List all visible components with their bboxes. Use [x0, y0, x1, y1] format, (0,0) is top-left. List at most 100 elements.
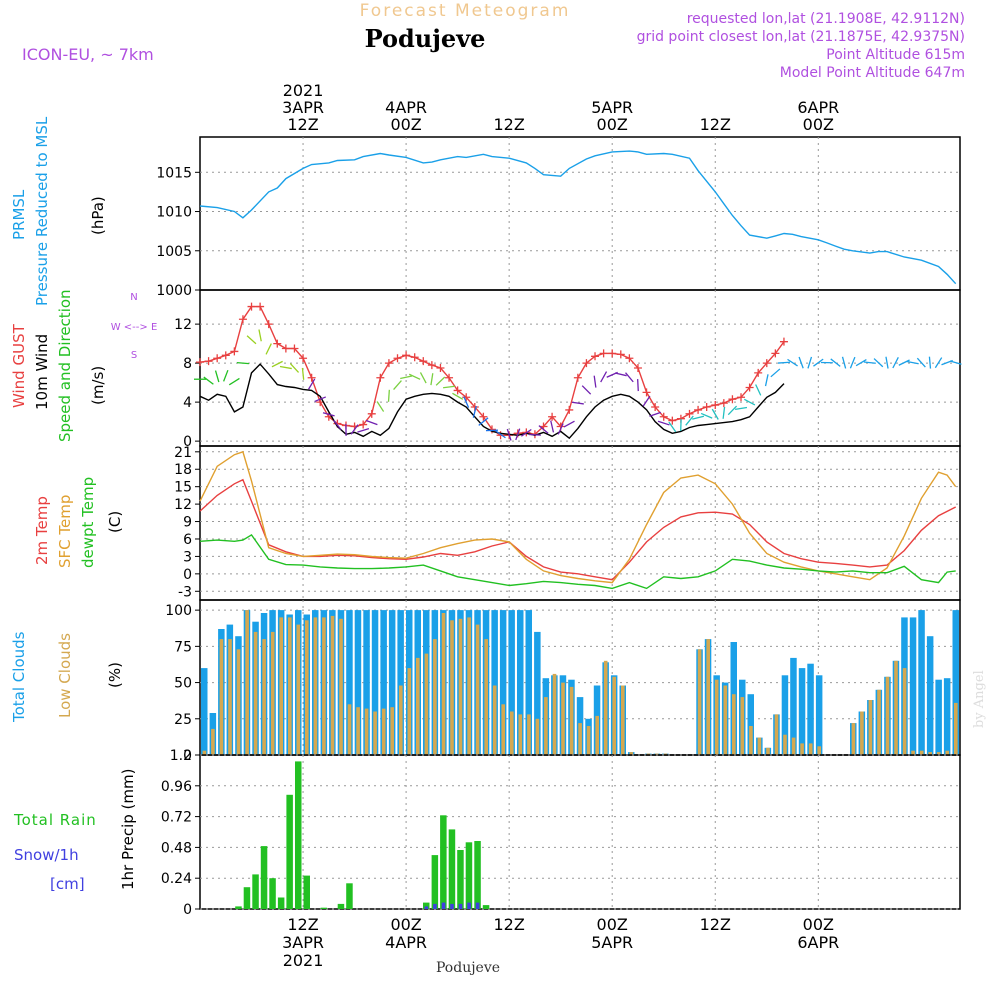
y-tick-label: 21 — [174, 445, 192, 461]
wind-direction-arrow — [581, 385, 592, 395]
rain-bar — [457, 850, 464, 909]
total-bar — [499, 610, 507, 755]
top-axis-label: 3APR — [282, 98, 324, 117]
bottom-axis-label: 6APR — [797, 933, 839, 952]
y-tick-label: 12 — [174, 317, 192, 333]
low-bar — [407, 668, 412, 755]
rain-bar — [303, 875, 310, 909]
pressure-unit-label: (hPa) — [89, 196, 107, 235]
gust-marker — [779, 337, 788, 346]
low-bar — [595, 715, 599, 755]
low-bar — [347, 704, 352, 755]
top-axis-label: 00Z — [390, 115, 421, 134]
wind-direction-arrow — [949, 360, 962, 365]
low-bar — [373, 711, 377, 755]
compass-south: S — [131, 350, 137, 361]
low-bar — [740, 697, 745, 755]
wind-direction-arrow — [571, 401, 584, 405]
gust-marker — [565, 405, 574, 414]
wind-direction-arrow — [863, 361, 876, 364]
low-bar — [450, 620, 454, 755]
total-bar — [534, 631, 541, 755]
rain-bar — [243, 887, 251, 909]
rain-bar — [286, 794, 293, 909]
gust-marker — [548, 412, 557, 421]
low-bar — [945, 750, 950, 755]
meteogram-title: Forecast Meteogram — [360, 1, 571, 21]
grid-point: grid point closest lon,lat (21.1875E, 42… — [637, 29, 965, 45]
low-bar — [518, 714, 523, 755]
snow-bar — [458, 903, 463, 909]
gust-marker — [659, 412, 668, 421]
wind-direction-arrow — [472, 405, 477, 418]
low-bar — [441, 613, 446, 755]
wind-direction-arrow — [550, 420, 555, 433]
low-bar — [774, 714, 779, 755]
gust-marker — [616, 350, 625, 359]
low-bar — [919, 750, 924, 755]
low-bar — [732, 694, 736, 755]
wind-direction-arrow — [528, 433, 541, 436]
rain-bar — [260, 846, 268, 909]
wind-labels: Wind GUST 10m Wind Speed and Direction (… — [10, 289, 157, 442]
low-bar — [877, 689, 881, 755]
wind-direction-arrow — [365, 419, 378, 426]
y-tick-label: -3 — [178, 584, 192, 600]
gust-marker — [754, 368, 763, 377]
top-axis-label: 00Z — [597, 115, 628, 134]
low-bar — [527, 714, 531, 755]
wind-direction-arrow — [668, 421, 677, 433]
total-bar — [346, 610, 353, 755]
gust-marker — [196, 358, 204, 367]
gust-marker — [711, 401, 720, 410]
low-bar — [552, 673, 557, 755]
low-bar — [330, 615, 335, 755]
gust-marker — [213, 354, 222, 363]
y-tick-label: 15 — [174, 480, 192, 496]
wind-direction-arrow — [807, 356, 813, 369]
low-clouds-label: Low Clouds — [56, 633, 74, 718]
low-bar — [399, 685, 403, 755]
wind-direction-arrow — [236, 361, 249, 365]
low-bar — [339, 618, 343, 755]
total-bar — [952, 610, 959, 755]
gust-marker — [359, 420, 368, 429]
wind-direction-arrow — [376, 401, 385, 412]
gust-marker — [719, 399, 728, 408]
gust-marker — [445, 373, 454, 382]
wind-direction-arrow — [657, 420, 670, 426]
snow-bar — [424, 906, 429, 909]
clouds-labels: Total Clouds Low Clouds (%) — [10, 631, 124, 723]
wind-direction-arrow — [557, 423, 564, 435]
gust-marker — [685, 409, 694, 418]
prmsl-label: PRMSL — [10, 189, 28, 240]
low-bar — [766, 747, 770, 755]
y-tick-label: 1010 — [156, 205, 192, 221]
gust-marker — [384, 359, 393, 368]
wind-direction-arrow — [452, 392, 464, 400]
total-bar — [747, 694, 754, 755]
low-bar — [313, 617, 318, 755]
low-bar — [817, 746, 821, 755]
low-bar — [211, 728, 215, 755]
gust-marker — [599, 349, 608, 358]
prmsl-line — [199, 150, 957, 285]
wind-direction-arrow — [400, 375, 413, 380]
bottom-axis-label: 2021 — [283, 951, 324, 970]
low-bar — [510, 711, 514, 755]
top-axis-label: 6APR — [797, 98, 839, 117]
wind-direction-arrow — [813, 358, 824, 367]
low-bar — [902, 668, 907, 755]
precipitation-frame — [199, 754, 961, 910]
gust-marker — [453, 386, 462, 395]
wind-direction-arrow — [798, 356, 804, 369]
wind-unit-label: (m/s) — [89, 366, 107, 405]
wind-panel: 0 4 8 12 — [174, 290, 962, 450]
bottom-axis-label: 12Z — [287, 915, 318, 934]
low-bar — [911, 750, 915, 755]
total-bar — [354, 610, 362, 755]
gust-marker — [737, 393, 746, 402]
y-tick-label: 1005 — [156, 244, 192, 260]
wind-direction-arrow — [393, 380, 402, 391]
